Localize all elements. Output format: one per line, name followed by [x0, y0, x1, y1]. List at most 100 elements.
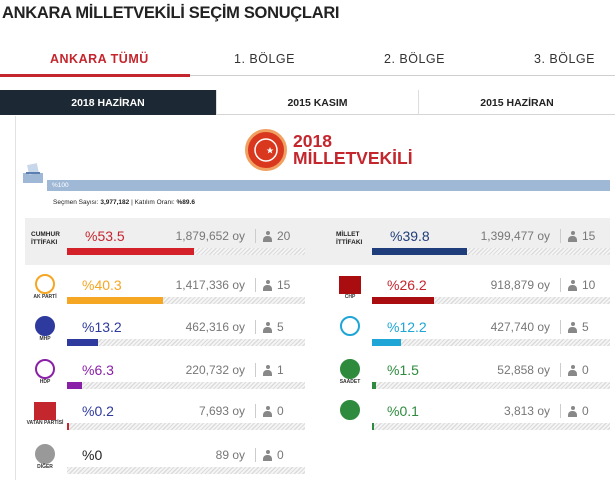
- page-title: ANKARA MİLLETVEKİLİ SEÇİM SONUÇLARI: [2, 4, 340, 22]
- vote-bar-fill: [372, 339, 402, 346]
- vote-count: 1,417,336 oy: [175, 278, 245, 292]
- party-logo-text: MHP: [39, 336, 51, 342]
- column-divider: [255, 320, 256, 334]
- tab-2015-kasim[interactable]: 2015 KASIM: [216, 90, 418, 115]
- seat-count: 0: [277, 448, 284, 462]
- vote-bar-fill: [372, 382, 376, 389]
- column-divider: [560, 404, 561, 418]
- column-divider: [255, 278, 256, 292]
- akp-bulb-icon: AK PARTİ: [32, 272, 58, 300]
- seat-person-icon: [263, 322, 272, 333]
- voter-stats: Seçmen Sayısı: 3,977,182 | Katılım Oranı…: [53, 199, 195, 206]
- party-row: %12.2 427,740 oy 5: [330, 314, 615, 346]
- seat-person-icon: [568, 365, 577, 376]
- party-row: VATAN PARTİSİ %0.2 7,693 oy 0: [25, 398, 310, 430]
- huda-par-logo-icon: [337, 398, 363, 424]
- column-divider: [255, 404, 256, 418]
- seat-count: 0: [277, 404, 284, 418]
- vote-bar-track: [67, 297, 305, 304]
- party-logo-text: CHP: [344, 294, 356, 300]
- tab-2015-haziran[interactable]: 2015 HAZİRAN: [418, 90, 615, 115]
- vote-bar-fill: [67, 248, 195, 255]
- seat-person-icon: [263, 365, 272, 376]
- vote-bar-track: [372, 382, 610, 389]
- alliance-name-line1: CUMHUR: [31, 231, 60, 238]
- vote-bar-fill: [67, 382, 82, 389]
- seat-person-icon: [568, 280, 577, 291]
- tab-bolge-3[interactable]: 3. BÖLGE: [534, 52, 595, 66]
- saadet-logo-icon: SAADET: [337, 357, 363, 385]
- vote-percentage: %0: [82, 447, 103, 463]
- vatan-logo-icon: VATAN PARTİSİ: [27, 398, 63, 426]
- tab-bolge-1[interactable]: 1. BÖLGE: [234, 52, 295, 66]
- election-type: MİLLETVEKİLİ: [293, 148, 413, 168]
- seat-person-icon: [568, 231, 577, 242]
- party-row: DİĞER %0 89 oy 0: [25, 442, 310, 474]
- vote-bar-track: [67, 339, 305, 346]
- vote-percentage: %12.2: [387, 319, 427, 335]
- alliance-name-line2: İTTİFAKI: [31, 239, 58, 246]
- party-row: MHP %13.2 462,316 oy 5: [25, 314, 310, 346]
- vote-percentage: %26.2: [387, 277, 427, 293]
- party-row: CHP %26.2 918,879 oy 10: [330, 272, 615, 304]
- vote-bar-track: [372, 339, 610, 346]
- alliance-name: MİLLET İTTİFAKI: [336, 231, 362, 247]
- seat-count: 0: [582, 404, 589, 418]
- seat-person-icon: [568, 322, 577, 333]
- mhp-crescents-icon: MHP: [32, 314, 58, 342]
- vote-bar-fill: [67, 339, 99, 346]
- tab-2018-haziran[interactable]: 2018 HAZİRAN: [0, 90, 216, 115]
- vote-percentage: %53.5: [85, 228, 125, 244]
- alliance-name: CUMHUR İTTİFAKI: [31, 231, 60, 247]
- seat-count: 5: [582, 320, 589, 334]
- vote-bar-track: [67, 248, 305, 255]
- alliance-summary: [25, 218, 610, 265]
- vote-count: 7,693 oy: [198, 404, 245, 418]
- chp-arrows-icon: CHP: [337, 272, 363, 300]
- alliance-name-line2: İTTİFAKI: [336, 239, 363, 246]
- vote-bar-fill: [372, 297, 435, 304]
- seat-person-icon: [568, 406, 577, 417]
- vote-count: 427,740 oy: [490, 320, 550, 334]
- column-divider: [560, 320, 561, 334]
- hdp-tree-icon: HDP: [32, 357, 58, 385]
- alliance-row: MİLLET İTTİFAKI %39.8 1,399,477 oy 15: [330, 223, 615, 255]
- diger-circle-icon: DİĞER: [32, 442, 58, 470]
- vote-bar-track: [372, 423, 610, 430]
- vote-count: 918,879 oy: [490, 278, 550, 292]
- date-tabs: 2018 HAZİRAN 2015 KASIM 2015 HAZİRAN: [0, 90, 615, 115]
- region-tabs: ANKARA TÜMÜ 1. BÖLGE 2. BÖLGE 3. BÖLGE: [0, 44, 615, 77]
- iyi-sun-icon: [337, 314, 363, 340]
- vote-bar-track: [67, 467, 305, 474]
- ballot-box-icon: [22, 162, 44, 184]
- column-divider: [560, 229, 561, 243]
- alliance-name-line1: MİLLET: [336, 231, 360, 238]
- column-divider: [560, 278, 561, 292]
- party-row: SAADET %1.5 52,858 oy 0: [330, 357, 615, 389]
- vote-bar-track: [372, 297, 610, 304]
- seat-person-icon: [263, 450, 272, 461]
- seat-count: 5: [277, 320, 284, 334]
- seat-person-icon: [263, 231, 272, 242]
- turnout-bar: %100: [47, 180, 610, 191]
- election-year: 2018: [293, 131, 332, 151]
- column-divider: [255, 229, 256, 243]
- vote-percentage: %13.2: [82, 319, 122, 335]
- seat-count: 15: [277, 278, 291, 292]
- seat-person-icon: [263, 280, 272, 291]
- seat-count: 0: [582, 363, 589, 377]
- seat-count: 1: [277, 363, 284, 377]
- party-logo-text: DİĞER: [37, 464, 53, 470]
- vote-count: 462,316 oy: [185, 320, 245, 334]
- party-row: %0.1 3,813 oy 0: [330, 398, 615, 430]
- column-divider: [255, 448, 256, 462]
- voters-label: Seçmen Sayısı:: [53, 199, 99, 206]
- seat-count: 20: [277, 229, 291, 243]
- vote-percentage: %0.1: [387, 403, 419, 419]
- tab-ankara-tumu[interactable]: ANKARA TÜMÜ: [50, 52, 149, 66]
- vote-percentage: %40.3: [82, 277, 122, 293]
- stats-separator: |: [131, 199, 133, 206]
- tab-bolge-2[interactable]: 2. BÖLGE: [384, 52, 445, 66]
- vote-bar-fill: [372, 423, 374, 430]
- vote-bar-fill: [67, 297, 163, 304]
